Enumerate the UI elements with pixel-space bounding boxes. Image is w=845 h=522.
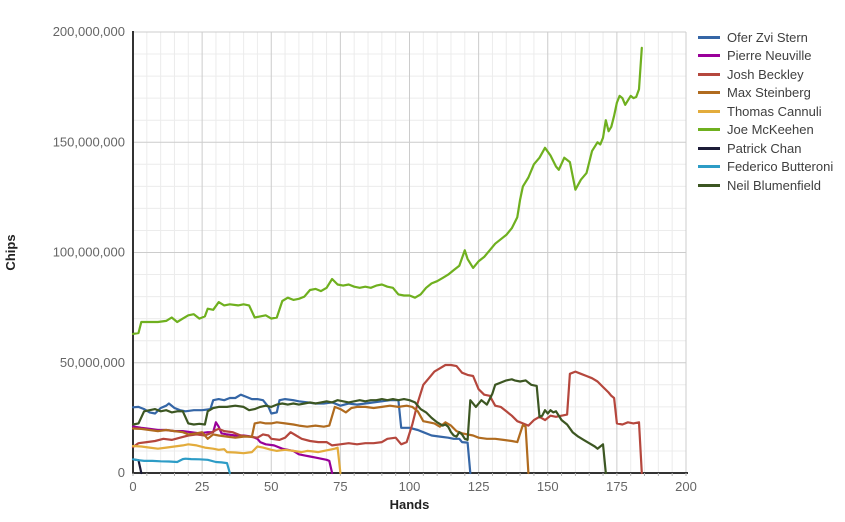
x-tick-label: 75 [333, 479, 347, 494]
y-tick-label: 100,000,000 [53, 245, 125, 260]
legend-item-federico-butteroni[interactable]: Federico Butteroni [698, 158, 833, 177]
legend-label: Thomas Cannuli [727, 103, 822, 119]
legend-item-max-steinberg[interactable]: Max Steinberg [698, 84, 833, 103]
x-tick-label: 125 [468, 479, 490, 494]
legend: Ofer Zvi Stern Pierre Neuville Josh Beckle… [698, 28, 833, 195]
legend-item-patrick-chan[interactable]: Patrick Chan [698, 139, 833, 158]
x-tick-label: 100 [399, 479, 421, 494]
x-axis-tick-marks [132, 473, 687, 476]
x-tick-label: 25 [195, 479, 209, 494]
legend-item-thomas-cannuli[interactable]: Thomas Cannuli [698, 102, 833, 121]
x-tick-label: 50 [264, 479, 278, 494]
x-tick-label: 200 [675, 479, 697, 494]
legend-label: Josh Beckley [727, 66, 804, 82]
y-tick-label: 200,000,000 [53, 24, 125, 39]
x-tick-label: 150 [537, 479, 559, 494]
legend-swatch-thomas-cannuli [698, 109, 720, 113]
legend-swatch-ofer-zvi-stern [698, 35, 720, 39]
legend-swatch-max-steinberg [698, 91, 720, 95]
legend-item-neil-blumenfield[interactable]: Neil Blumenfield [698, 176, 833, 195]
tick-labels: 0 25 50 75 100 125 150 175 200 0 50,000,000 100,000… [53, 24, 697, 494]
legend-item-ofer-zvi-stern[interactable]: Ofer Zvi Stern [698, 28, 833, 47]
legend-swatch-neil-blumenfield [698, 183, 720, 187]
series-line-neil-blumenfield[interactable] [131, 378, 607, 475]
legend-swatch-joe-mckeehen [698, 128, 720, 132]
legend-item-josh-beckley[interactable]: Josh Beckley [698, 65, 833, 84]
legend-label: Max Steinberg [727, 85, 811, 101]
legend-label: Neil Blumenfield [727, 177, 821, 193]
legend-label: Federico Butteroni [727, 159, 834, 175]
series-lines [131, 46, 643, 475]
legend-item-joe-mckeehen[interactable]: Joe McKeehen [698, 121, 833, 140]
legend-swatch-patrick-chan [698, 146, 720, 150]
y-tick-label: 50,000,000 [60, 355, 125, 370]
legend-swatch-josh-beckley [698, 72, 720, 76]
legend-swatch-pierre-neuville [698, 54, 720, 58]
legend-item-pierre-neuville[interactable]: Pierre Neuville [698, 47, 833, 66]
y-tick-label: 150,000,000 [53, 134, 125, 149]
legend-label: Joe McKeehen [727, 122, 814, 138]
legend-swatch-federico-butteroni [698, 165, 720, 169]
x-tick-label: 0 [129, 479, 136, 494]
x-tick-label: 175 [606, 479, 628, 494]
legend-label: Ofer Zvi Stern [727, 29, 808, 45]
legend-label: Patrick Chan [727, 140, 802, 156]
legend-label: Pierre Neuville [727, 48, 812, 64]
series-line-federico-butteroni[interactable] [131, 457, 231, 475]
y-axis-title: Chips [3, 234, 18, 270]
series-line-josh-beckley[interactable] [131, 363, 643, 475]
series-line-thomas-cannuli[interactable] [131, 443, 342, 475]
x-axis-title: Hands [390, 497, 430, 512]
series-line-joe-mckeehen[interactable] [131, 46, 643, 335]
y-tick-label: 0 [118, 465, 125, 480]
